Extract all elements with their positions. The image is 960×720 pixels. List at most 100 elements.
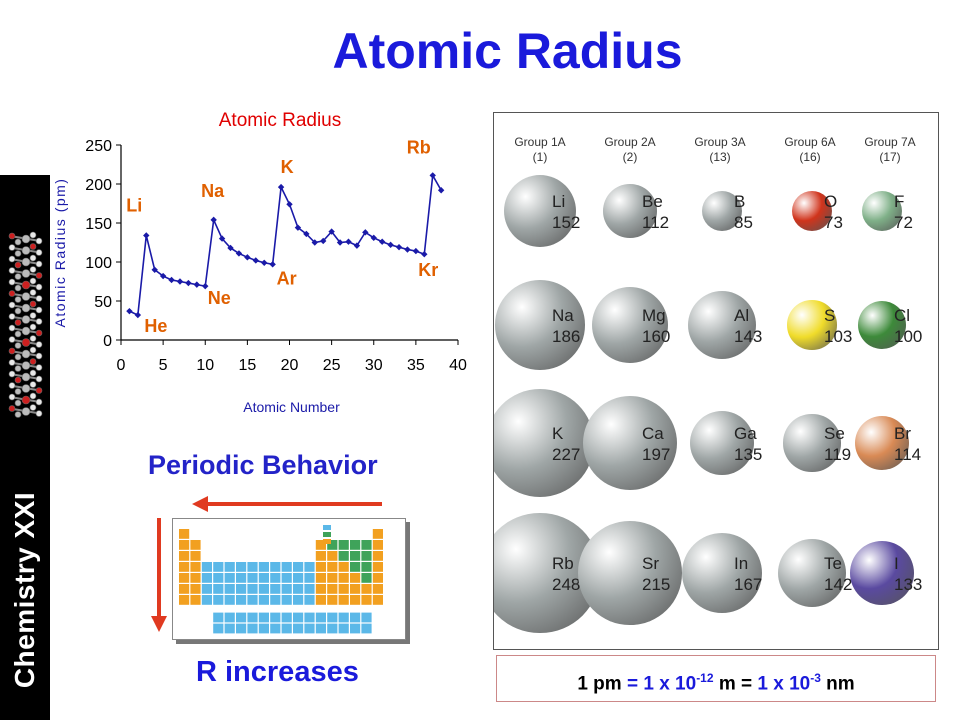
x-tick-label: 30 [365, 357, 383, 374]
element-cell [361, 623, 372, 634]
group-header: Group 3A (13) [680, 135, 760, 165]
element-cell [201, 573, 212, 583]
y-axis-label: Atomic Radius (pm) [55, 178, 68, 328]
annotation-label: K [281, 157, 294, 177]
atom [21, 349, 31, 359]
atom [29, 266, 37, 273]
element-cell [179, 540, 190, 550]
element-symbol: Te [824, 554, 842, 573]
atom [29, 254, 37, 262]
atom [29, 335, 37, 342]
element-cell [236, 595, 247, 605]
data-point [404, 246, 411, 253]
atom [35, 375, 43, 383]
y-tick-label: 250 [85, 138, 112, 155]
x-axis-label: Atomic Number [243, 399, 340, 415]
atom [14, 353, 22, 361]
element-cell [190, 551, 201, 561]
element-cell [315, 595, 326, 605]
element-cell [327, 584, 338, 594]
element-cell [293, 612, 304, 623]
element-cell [258, 562, 269, 572]
sidebar: Chemistry XXI [0, 0, 50, 720]
element-symbol: K [552, 424, 564, 443]
atom [8, 313, 16, 320]
element-cell [236, 573, 247, 583]
element-cell [179, 529, 190, 539]
element-cell [372, 551, 383, 561]
element-cell [315, 623, 326, 634]
element-cell: Te 142 [824, 553, 852, 595]
element-cell [338, 573, 349, 583]
atom-sphere [787, 300, 837, 350]
down-arrow-icon [151, 518, 167, 632]
element-cell [224, 562, 235, 572]
element-cell [304, 562, 315, 572]
element-cell [236, 623, 247, 634]
data-point [126, 307, 133, 315]
element-cell: Rb 248 [552, 553, 580, 595]
group-number: (17) [879, 150, 901, 164]
element-radius: 73 [824, 213, 843, 232]
element-cell: Ca 197 [642, 423, 670, 465]
element-radius: 167 [734, 575, 763, 594]
conv-eq1: = [626, 673, 639, 695]
element-symbol: Ca [642, 424, 664, 443]
element-symbol: Ga [734, 424, 757, 443]
y-tick-label: 200 [85, 177, 112, 194]
data-point [269, 261, 276, 268]
atom [29, 323, 37, 331]
element-cell [338, 584, 349, 594]
element-cell [327, 540, 338, 550]
element-cell [270, 584, 281, 594]
element-cell [213, 612, 224, 623]
element-cell [179, 595, 190, 605]
annotation-label: Kr [418, 260, 438, 280]
element-cell [179, 562, 190, 572]
element-cell [327, 551, 338, 561]
element-cell [224, 573, 235, 583]
element-cell [361, 595, 372, 605]
atom-sphere [681, 532, 763, 614]
radius-table-panel: Group 1A (1) Group 2A (2) Group 3A (13) Group … [493, 112, 939, 650]
element-symbol: B [734, 192, 746, 211]
element-cell [304, 573, 315, 583]
element-cell [258, 595, 269, 605]
element-radius: 119 [824, 445, 852, 464]
element-cell: Sr 215 [642, 553, 670, 595]
element-cell [338, 540, 349, 550]
element-cell [350, 540, 361, 550]
element-cell [258, 573, 269, 583]
element-radius: 143 [734, 327, 763, 346]
element-cell [372, 573, 383, 583]
atom [21, 395, 31, 405]
element-cell [315, 562, 326, 572]
element-cell [338, 612, 349, 623]
atom-sphere [503, 174, 577, 248]
atom [35, 329, 43, 337]
atom [21, 303, 31, 313]
element-cell [361, 612, 372, 623]
data-point [202, 282, 209, 290]
atom [29, 312, 37, 319]
atom [29, 381, 37, 388]
atom [29, 358, 37, 365]
atom [8, 370, 16, 378]
data-point [277, 183, 285, 191]
element-cell: Se 119 [824, 423, 851, 465]
x-tick-label: 35 [407, 357, 425, 374]
atom [8, 278, 16, 286]
trend-arrows [151, 496, 382, 632]
atom [29, 300, 37, 308]
atom [14, 399, 22, 407]
element-symbol: Na [552, 306, 574, 325]
conv-exp1: -12 [696, 671, 714, 685]
atom [35, 364, 43, 371]
element-cell: Mg 160 [642, 305, 670, 347]
atom-sphere [854, 415, 910, 471]
periodic-table-thumbnail [172, 518, 406, 640]
annotation-label: He [144, 316, 167, 336]
data-point [328, 228, 335, 235]
data-point [336, 239, 344, 246]
atom [21, 257, 31, 267]
